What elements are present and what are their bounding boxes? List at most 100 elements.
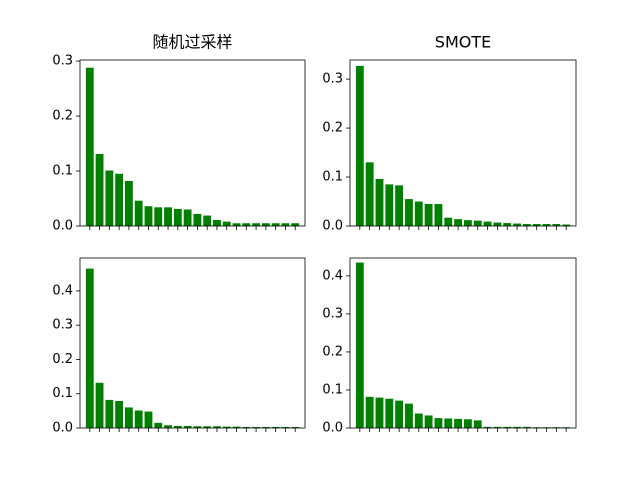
bar	[252, 223, 260, 226]
bar	[405, 403, 413, 428]
bar	[552, 224, 561, 226]
bar	[232, 223, 241, 226]
bar	[105, 399, 114, 428]
bar	[355, 65, 364, 227]
y-tick-label: 0.0	[52, 219, 73, 234]
bar	[242, 426, 251, 428]
y-tick-label: 0.4	[322, 268, 343, 283]
bar	[271, 426, 280, 428]
y-tick-label: 0.1	[322, 170, 343, 185]
bar	[95, 153, 104, 226]
chart-title: 随机过采样	[152, 33, 232, 52]
bar	[522, 426, 531, 428]
bar	[414, 413, 423, 428]
bar	[252, 426, 260, 428]
bar	[203, 426, 212, 428]
y-tick-label: 0.3	[52, 54, 73, 69]
bar	[291, 426, 300, 428]
bar	[375, 397, 384, 428]
bar	[493, 426, 502, 428]
bar	[85, 268, 94, 428]
y-tick-label: 0.2	[322, 344, 343, 359]
bar	[562, 224, 571, 226]
y-tick-label: 0.3	[322, 306, 343, 321]
bar	[532, 224, 541, 226]
bar	[434, 418, 443, 428]
bar	[444, 418, 453, 428]
y-tick-label: 0.1	[52, 386, 73, 401]
bar	[193, 213, 202, 226]
bar	[281, 223, 290, 226]
y-tick-label: 0.1	[322, 382, 343, 397]
bar	[134, 410, 143, 428]
bar	[105, 170, 114, 226]
bar	[395, 185, 404, 226]
bar	[183, 425, 192, 428]
bar	[173, 425, 182, 428]
bar	[414, 201, 423, 226]
bar	[291, 223, 300, 226]
bar	[271, 223, 280, 226]
bar	[154, 422, 163, 428]
axes-frame	[79, 59, 306, 227]
bar	[183, 209, 192, 226]
bar	[213, 219, 221, 226]
y-tick-label: 0.3	[52, 318, 73, 333]
bar	[463, 220, 472, 226]
bar	[454, 418, 463, 428]
y-tick-label: 0.4	[52, 283, 73, 298]
axes-frame	[349, 257, 577, 429]
bar	[173, 208, 182, 226]
bar	[213, 426, 221, 428]
bar	[222, 221, 231, 226]
bar	[115, 173, 124, 226]
y-tick-label: 0.2	[322, 121, 343, 136]
bar	[483, 221, 492, 226]
bar	[522, 224, 531, 226]
y-tick-label: 0.0	[52, 421, 73, 436]
bar	[424, 203, 433, 226]
bar	[164, 207, 172, 226]
bar	[222, 426, 231, 428]
bar	[164, 425, 172, 428]
chart-title: SMOTE	[435, 33, 491, 52]
bar	[144, 206, 153, 226]
bar	[355, 262, 364, 428]
bar	[513, 223, 521, 226]
axes-frame	[349, 59, 577, 227]
bar	[203, 215, 212, 226]
bar	[144, 411, 153, 428]
bar	[261, 223, 270, 226]
y-tick-label: 0.3	[322, 72, 343, 87]
y-tick-label: 0.2	[52, 352, 73, 367]
bar	[85, 67, 94, 226]
bar	[503, 426, 512, 428]
bar	[503, 223, 512, 226]
bar	[261, 426, 270, 428]
bar	[375, 178, 384, 226]
bar	[125, 407, 133, 428]
bar	[444, 217, 453, 226]
bar	[154, 207, 163, 226]
bar	[125, 180, 133, 226]
bar	[483, 426, 492, 428]
bar	[454, 219, 463, 226]
bar	[95, 382, 104, 428]
axes-frame	[79, 257, 306, 429]
y-tick-label: 0.2	[52, 109, 73, 124]
bar	[395, 400, 404, 428]
bar	[473, 220, 482, 226]
bar	[424, 415, 433, 428]
bar	[134, 200, 143, 226]
bar	[493, 222, 502, 226]
bar	[115, 400, 124, 428]
bar	[281, 426, 290, 428]
bar	[473, 420, 482, 428]
bar	[513, 426, 521, 428]
bar	[365, 396, 374, 428]
bar	[193, 426, 202, 428]
bar	[385, 398, 394, 428]
bar	[434, 203, 443, 226]
bar	[242, 223, 251, 226]
